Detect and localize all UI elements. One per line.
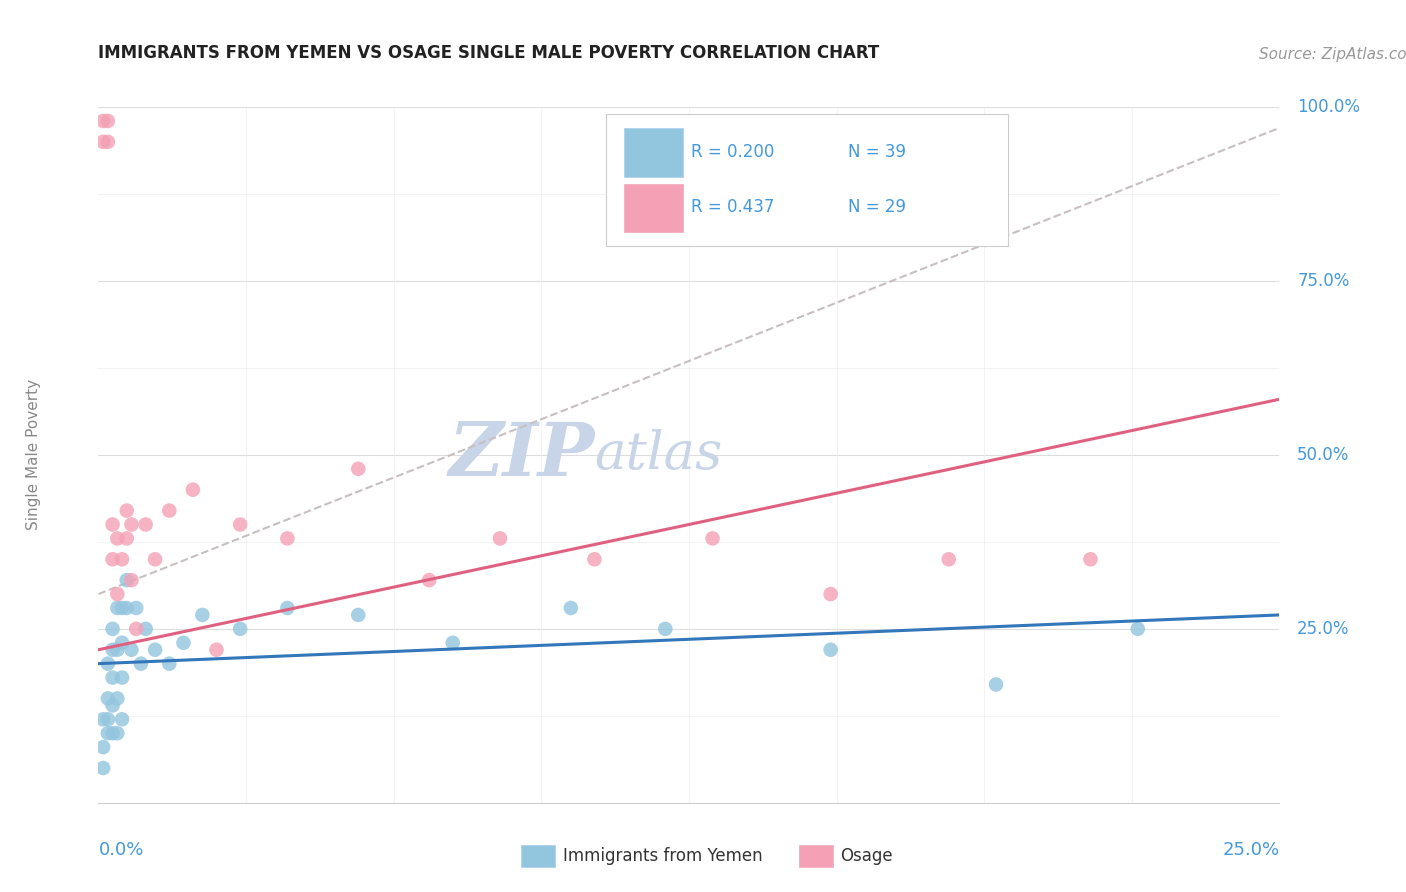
Point	[441, 636, 464, 650]
Point	[101, 698, 124, 713]
Point	[115, 532, 138, 546]
Point	[181, 483, 204, 497]
Text: 75.0%: 75.0%	[1298, 272, 1350, 290]
Point	[111, 636, 134, 650]
Point	[97, 691, 120, 706]
Point	[121, 573, 143, 587]
Point	[97, 135, 120, 149]
Point	[105, 642, 128, 657]
Point	[347, 607, 370, 622]
Point	[276, 532, 298, 546]
Text: 100.0%: 100.0%	[1298, 98, 1360, 116]
FancyBboxPatch shape	[624, 128, 683, 177]
Point	[702, 532, 724, 546]
Point	[91, 712, 114, 726]
Point	[560, 601, 582, 615]
Point	[105, 726, 128, 740]
Point	[121, 517, 143, 532]
Point	[105, 587, 128, 601]
Point	[205, 642, 228, 657]
Point	[101, 517, 124, 532]
Text: Single Male Poverty: Single Male Poverty	[25, 379, 41, 531]
Point	[583, 552, 606, 566]
Point	[125, 601, 148, 615]
Point	[101, 622, 124, 636]
Point	[347, 462, 370, 476]
Text: N = 39: N = 39	[848, 143, 907, 161]
Point	[97, 657, 120, 671]
Point	[172, 636, 194, 650]
FancyBboxPatch shape	[606, 114, 1008, 246]
Text: Immigrants from Yemen: Immigrants from Yemen	[562, 847, 762, 864]
FancyBboxPatch shape	[624, 184, 683, 232]
Point	[105, 601, 128, 615]
Point	[938, 552, 960, 566]
Text: 50.0%: 50.0%	[1298, 446, 1350, 464]
Point	[101, 642, 124, 657]
Text: 25.0%: 25.0%	[1222, 841, 1279, 859]
Point	[101, 726, 124, 740]
Point	[820, 642, 842, 657]
Text: 25.0%: 25.0%	[1298, 620, 1350, 638]
Point	[135, 517, 157, 532]
Point	[91, 761, 114, 775]
Point	[820, 587, 842, 601]
Text: atlas: atlas	[595, 429, 723, 481]
Point	[135, 622, 157, 636]
Point	[105, 691, 128, 706]
Point	[229, 517, 252, 532]
FancyBboxPatch shape	[799, 845, 832, 867]
Text: IMMIGRANTS FROM YEMEN VS OSAGE SINGLE MALE POVERTY CORRELATION CHART: IMMIGRANTS FROM YEMEN VS OSAGE SINGLE MA…	[98, 44, 880, 62]
Point	[97, 712, 120, 726]
Point	[101, 671, 124, 685]
Text: N = 29: N = 29	[848, 198, 907, 216]
Point	[97, 114, 120, 128]
Point	[276, 601, 298, 615]
Point	[229, 622, 252, 636]
Point	[121, 642, 143, 657]
Point	[105, 532, 128, 546]
Point	[157, 657, 180, 671]
Text: R = 0.437: R = 0.437	[692, 198, 775, 216]
Point	[1126, 622, 1149, 636]
Point	[143, 552, 166, 566]
Point	[143, 642, 166, 657]
Point	[115, 601, 138, 615]
Text: 0.0%: 0.0%	[98, 841, 143, 859]
Point	[111, 601, 134, 615]
Point	[191, 607, 214, 622]
Point	[91, 114, 114, 128]
FancyBboxPatch shape	[522, 845, 555, 867]
Point	[111, 712, 134, 726]
Point	[91, 135, 114, 149]
Point	[97, 726, 120, 740]
Text: Source: ZipAtlas.com: Source: ZipAtlas.com	[1258, 46, 1406, 62]
Point	[129, 657, 152, 671]
Point	[111, 671, 134, 685]
Point	[115, 573, 138, 587]
Point	[91, 740, 114, 755]
Point	[984, 677, 1007, 691]
Point	[111, 552, 134, 566]
Text: Osage: Osage	[841, 847, 893, 864]
Point	[418, 573, 440, 587]
Point	[489, 532, 512, 546]
Point	[125, 622, 148, 636]
Point	[654, 622, 676, 636]
Point	[115, 503, 138, 517]
Point	[157, 503, 180, 517]
Text: ZIP: ZIP	[449, 418, 595, 491]
Point	[1080, 552, 1102, 566]
Text: R = 0.200: R = 0.200	[692, 143, 775, 161]
Point	[101, 552, 124, 566]
